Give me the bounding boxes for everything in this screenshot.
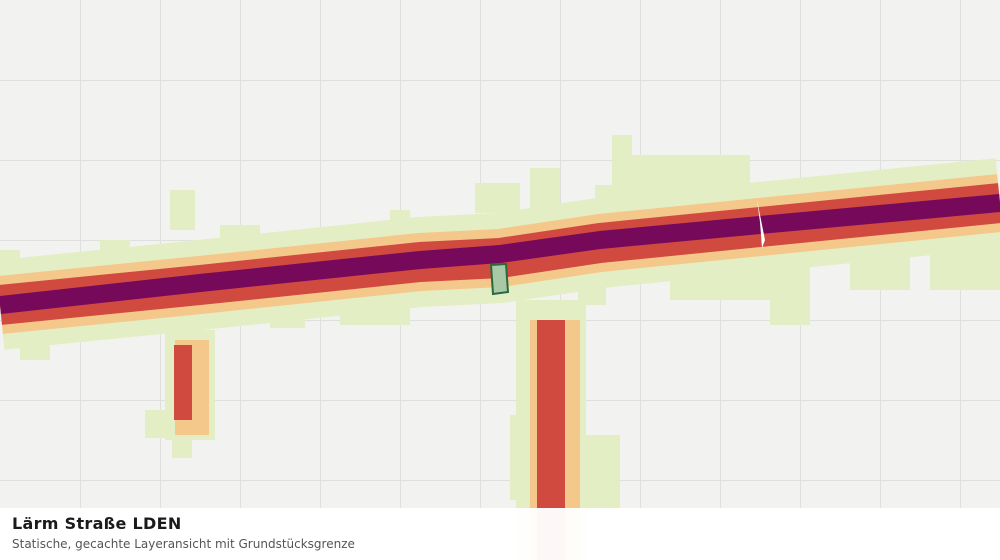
- layer-subtitle: Statische, gecachte Layeransicht mit Gru…: [12, 537, 355, 551]
- parcel-boundary: [489, 262, 510, 296]
- caption-panel: Lärm Straße LDEN Statische, gecachte Lay…: [0, 508, 1000, 560]
- road-noise-main: [0, 158, 1000, 350]
- map-gap: [757, 200, 765, 248]
- layer-title: Lärm Straße LDEN: [12, 514, 182, 533]
